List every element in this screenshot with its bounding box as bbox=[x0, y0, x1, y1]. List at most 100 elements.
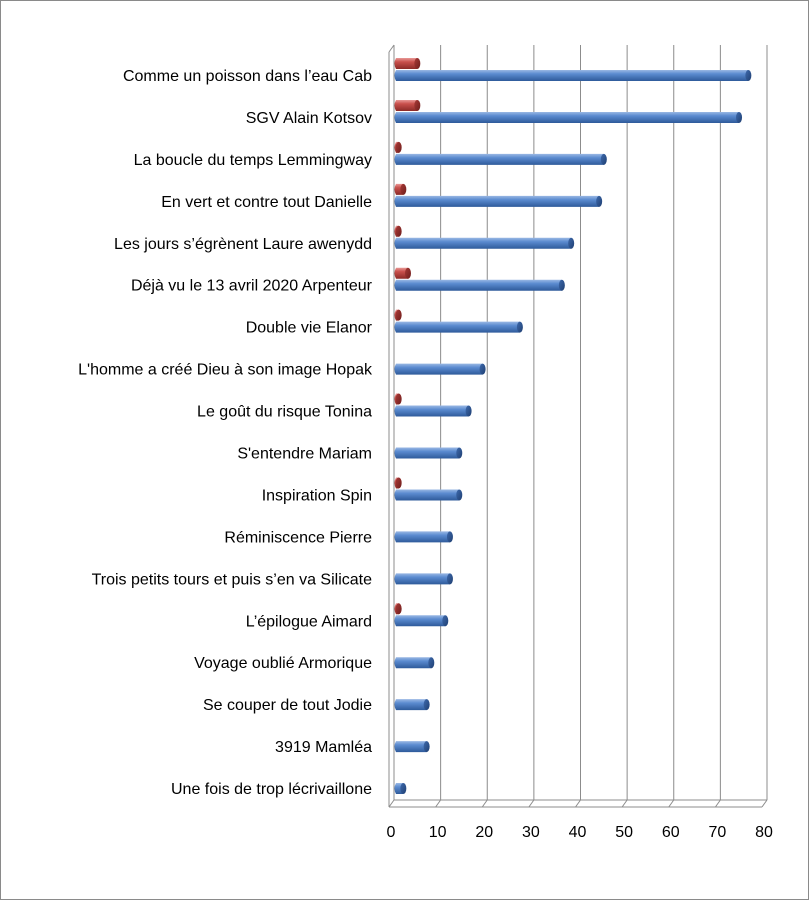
bar bbox=[394, 183, 407, 195]
bar-cap bbox=[465, 405, 472, 417]
bar-cap bbox=[596, 195, 603, 207]
bar-cap bbox=[423, 741, 430, 753]
x-tick-label: 10 bbox=[429, 824, 447, 841]
bar bbox=[394, 657, 435, 669]
bar-cap bbox=[395, 393, 402, 405]
category-label: Double vie Elanor bbox=[246, 320, 373, 337]
category-labels: Comme un poisson dans l’eau Cab SGV Alain… bbox=[78, 68, 373, 798]
bar-body bbox=[394, 615, 447, 627]
bar-cap bbox=[395, 141, 402, 153]
bars bbox=[394, 58, 752, 795]
bar bbox=[394, 603, 402, 615]
bar bbox=[394, 741, 430, 753]
bar-cap bbox=[442, 615, 449, 627]
floor-gridline bbox=[528, 799, 535, 808]
bar-cap bbox=[479, 363, 486, 375]
floor-gridline bbox=[575, 799, 581, 808]
bar bbox=[394, 393, 402, 405]
wall-top-edge bbox=[388, 44, 395, 53]
floor-gridline bbox=[388, 799, 395, 808]
bar bbox=[394, 615, 449, 627]
category-label: Réminiscence Pierre bbox=[224, 529, 372, 546]
bar bbox=[394, 573, 453, 585]
bar bbox=[394, 405, 472, 417]
bar-cap bbox=[395, 309, 402, 321]
bar-body bbox=[394, 699, 429, 711]
bar bbox=[394, 225, 402, 237]
category-label: Se couper de tout Jodie bbox=[203, 697, 372, 714]
category-label: L’épilogue Aimard bbox=[246, 613, 372, 630]
bar-cap bbox=[395, 603, 402, 615]
bar-body bbox=[394, 531, 452, 543]
bar-cap bbox=[423, 699, 430, 711]
category-label: L'homme a créé Dieu à son image Hopak bbox=[78, 362, 373, 379]
bar-cap bbox=[456, 489, 463, 501]
bar bbox=[394, 58, 421, 69]
bar-cap bbox=[446, 531, 453, 543]
bar-body bbox=[394, 99, 419, 111]
bar bbox=[394, 363, 486, 375]
bar-body bbox=[394, 321, 522, 333]
bar-body bbox=[394, 363, 485, 375]
floor-gridline bbox=[435, 799, 442, 808]
floor-gridline bbox=[668, 799, 675, 808]
bar-body bbox=[394, 279, 564, 291]
bar-cap bbox=[568, 237, 575, 249]
gridlines bbox=[388, 45, 768, 808]
bar bbox=[394, 531, 453, 543]
bar-body bbox=[394, 237, 573, 249]
bar-cap bbox=[414, 99, 421, 111]
bar-body bbox=[394, 111, 741, 123]
bar-cap bbox=[736, 111, 743, 123]
x-tick-label: 70 bbox=[708, 824, 726, 841]
bar-body bbox=[394, 489, 461, 501]
bar bbox=[394, 447, 463, 459]
axes bbox=[388, 44, 767, 808]
x-tick-label: 20 bbox=[475, 824, 493, 841]
bar-body bbox=[394, 70, 750, 81]
bar-body bbox=[394, 405, 471, 417]
bar-cap bbox=[745, 70, 752, 81]
bar-cap bbox=[600, 153, 607, 165]
bar-body bbox=[394, 195, 601, 207]
bar bbox=[394, 99, 421, 111]
floor-gridline bbox=[714, 799, 721, 808]
category-label: Trois petits tours et puis s’en va Silic… bbox=[92, 571, 373, 588]
bar-body bbox=[394, 741, 429, 753]
category-label: Voyage oublié Armorique bbox=[194, 655, 372, 672]
x-tick-labels: 0 10 20 30 40 50 60 70 80 bbox=[387, 824, 773, 841]
bar-cap bbox=[516, 321, 523, 333]
bar bbox=[394, 70, 752, 81]
bar-cap bbox=[414, 58, 421, 69]
bar bbox=[394, 279, 565, 291]
x-tick-label: 0 bbox=[387, 824, 396, 841]
bar bbox=[394, 477, 402, 489]
bar-cap bbox=[558, 279, 565, 291]
bar-cap bbox=[446, 573, 453, 585]
category-label: Le goût du risque Tonina bbox=[197, 404, 372, 421]
category-label: SGV Alain Kotsov bbox=[246, 110, 372, 127]
x-tick-label: 30 bbox=[522, 824, 540, 841]
bar-cap bbox=[400, 183, 407, 195]
category-label: Déjà vu le 13 avril 2020 Arpenteur bbox=[131, 278, 373, 295]
x-tick-label: 50 bbox=[615, 824, 633, 841]
bar-cap bbox=[400, 783, 407, 795]
bar bbox=[394, 489, 463, 501]
bar bbox=[394, 237, 575, 249]
bar bbox=[394, 321, 523, 333]
category-label: S'entendre Mariam bbox=[237, 446, 372, 463]
category-label: Les jours s’égrènent Laure awenydd bbox=[114, 236, 372, 253]
x-tick-label: 60 bbox=[662, 824, 680, 841]
category-label: En vert et contre tout Danielle bbox=[161, 194, 372, 211]
floor-gridline bbox=[481, 799, 488, 808]
bar-body bbox=[394, 573, 452, 585]
bar-cap bbox=[456, 447, 463, 459]
bar-body bbox=[394, 447, 461, 459]
category-label: 3919 Mamléa bbox=[275, 739, 372, 756]
category-label: Comme un poisson dans l’eau Cab bbox=[123, 68, 372, 85]
bar bbox=[394, 153, 607, 165]
bar-body bbox=[394, 58, 419, 69]
x-tick-label: 40 bbox=[569, 824, 587, 841]
bar bbox=[394, 195, 603, 207]
bar bbox=[394, 111, 743, 123]
